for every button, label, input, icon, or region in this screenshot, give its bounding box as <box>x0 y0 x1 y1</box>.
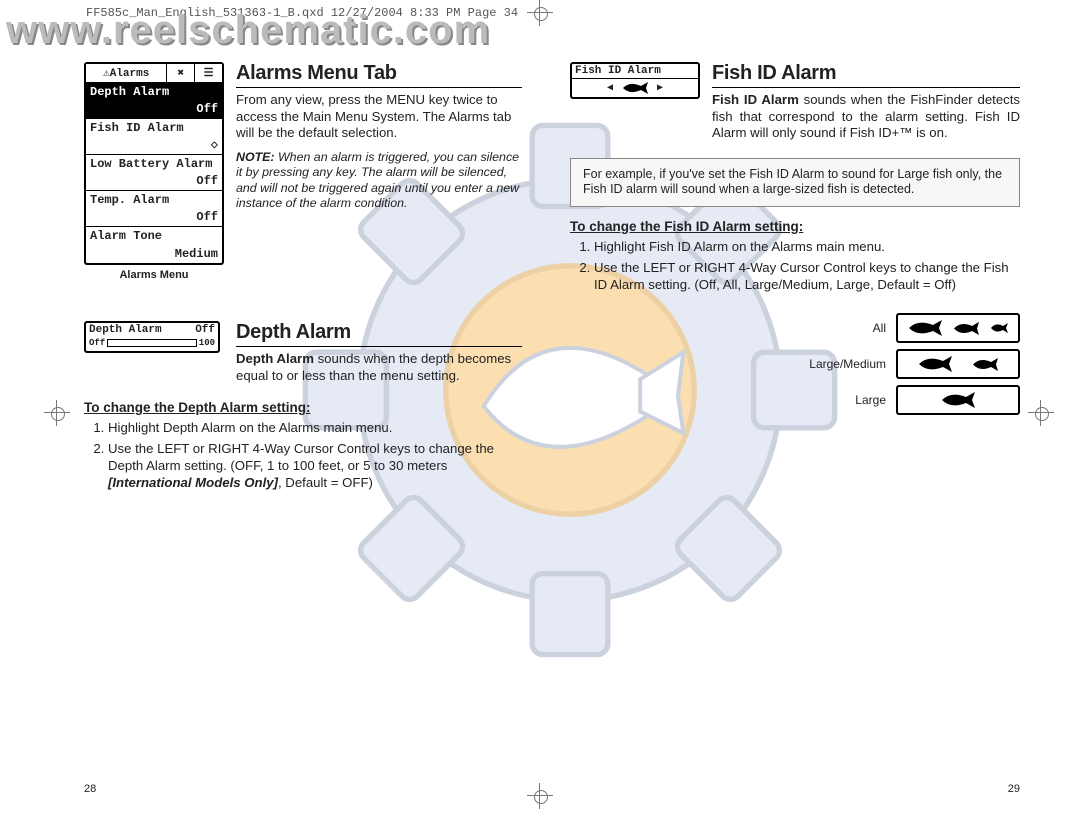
depth-alarm-widget: Depth Alarm Off Off 100 <box>84 321 220 353</box>
depth-widget-right-end: 100 <box>199 338 215 348</box>
note-alarms: NOTE: When an alarm is triggered, you ca… <box>236 150 522 212</box>
fish-medium-icon <box>952 321 980 336</box>
fish-large-icon <box>907 319 943 337</box>
step-1: Highlight Fish ID Alarm on the Alarms ma… <box>594 238 1020 255</box>
lcd-row-fish-id-alarm: Fish ID Alarm ◇ <box>86 119 222 155</box>
example-box: For example, if you've set the Fish ID A… <box>570 158 1020 207</box>
fish-size-table: All Large/Medium Large <box>650 313 1020 415</box>
fish-cell <box>896 349 1020 379</box>
heading-fish-id-alarm: Fish ID Alarm <box>712 62 1020 88</box>
note-prefix: NOTE: <box>236 150 275 164</box>
depth-widget-bar <box>107 339 197 347</box>
fish-id-bold: Fish ID Alarm <box>712 92 799 107</box>
fish-row-label: Large/Medium <box>786 357 886 371</box>
note-body: When an alarm is triggered, you can sile… <box>236 150 519 211</box>
depth-widget-left-end: Off <box>89 338 105 348</box>
body-fish-id-alarm: Fish ID Alarm sounds when the FishFinder… <box>712 92 1020 142</box>
heading-depth-alarm: Depth Alarm <box>236 321 522 347</box>
steps-fish-id: Highlight Fish ID Alarm on the Alarms ma… <box>570 238 1020 293</box>
depth-alarm-figure: Depth Alarm Off Off 100 <box>84 321 224 353</box>
arrow-right-icon: ▶ <box>657 82 663 94</box>
fish-id-widget: Fish ID Alarm ◀ ▶ <box>570 62 700 99</box>
step-2a: Use the LEFT or RIGHT 4-Way Cursor Contr… <box>108 441 494 473</box>
lcd-row-value: Off <box>196 102 218 116</box>
fish-row-large: Large <box>650 385 1020 415</box>
alarms-menu-caption: Alarms Menu <box>84 269 224 281</box>
fish-cell <box>896 385 1020 415</box>
step-2b: , Default = OFF) <box>278 475 373 490</box>
page-right: Fish ID Alarm ◀ ▶ Fish ID Alarm Fish ID … <box>540 0 1080 819</box>
lcd-row-value: Medium <box>175 247 218 261</box>
lcd-row-label: Temp. Alarm <box>90 193 169 207</box>
steps-depth-alarm: Highlight Depth Alarm on the Alarms main… <box>84 419 522 492</box>
lcd-row-value: Off <box>196 210 218 224</box>
subheading-fish-id-setting: To change the Fish ID Alarm setting: <box>570 219 1020 234</box>
lcd-row-value: ◇ <box>211 137 218 152</box>
body-alarms-menu-tab: From any view, press the MENU key twice … <box>236 92 522 142</box>
fish-id-widget-title: Fish ID Alarm <box>572 64 698 79</box>
depth-widget-value: Off <box>195 325 215 336</box>
lcd-row-label: Depth Alarm <box>90 85 169 99</box>
alarms-menu-figure: ⚠Alarms ✖ ☰ Depth Alarm Off Fish ID Alar… <box>84 62 224 281</box>
lcd-row-alarm-tone: Alarm Tone Medium <box>86 227 222 263</box>
fish-id-figure: Fish ID Alarm ◀ ▶ <box>570 62 700 99</box>
lcd-row-value: Off <box>196 174 218 188</box>
step-2: Use the LEFT or RIGHT 4-Way Cursor Contr… <box>594 259 1020 293</box>
fish-row-label: All <box>786 321 886 335</box>
lcd-tab-2: ✖ <box>167 64 195 82</box>
fish-icon <box>621 81 649 95</box>
fish-large-icon <box>917 355 953 373</box>
fish-id-text: Fish ID Alarm Fish ID Alarm sounds when … <box>712 62 1020 146</box>
depth-widget-title: Depth Alarm <box>89 325 162 336</box>
page-number-right: 29 <box>1008 783 1020 795</box>
page-left: ⚠Alarms ✖ ☰ Depth Alarm Off Fish ID Alar… <box>0 0 540 819</box>
lcd-row-label: Low Battery Alarm <box>90 157 212 171</box>
fish-cell <box>896 313 1020 343</box>
lcd-row-label: Alarm Tone <box>90 229 162 243</box>
lcd-row-temp-alarm: Temp. Alarm Off <box>86 191 222 227</box>
arrow-left-icon: ◀ <box>607 82 613 94</box>
lcd-tab-3: ☰ <box>195 64 222 82</box>
heading-alarms-menu-tab: Alarms Menu Tab <box>236 62 522 88</box>
fish-row-large-medium: Large/Medium <box>650 349 1020 379</box>
lcd-row-depth-alarm: Depth Alarm Off <box>86 83 222 119</box>
fish-large-icon <box>940 391 976 409</box>
page-number-left: 28 <box>84 783 96 795</box>
lcd-row-label: Fish ID Alarm <box>90 121 184 135</box>
depth-alarm-text: Depth Alarm Depth Alarm sounds when the … <box>236 321 522 388</box>
alarms-menu-text: Alarms Menu Tab From any view, press the… <box>236 62 522 220</box>
body-depth-alarm: Depth Alarm sounds when the depth become… <box>236 351 522 384</box>
step-2: Use the LEFT or RIGHT 4-Way Cursor Contr… <box>108 440 522 491</box>
fish-medium-icon <box>971 357 999 372</box>
fish-row-label: Large <box>786 393 886 407</box>
step-2-italic: [International Models Only] <box>108 475 278 490</box>
fish-small-icon <box>989 322 1009 334</box>
fish-row-all: All <box>650 313 1020 343</box>
lcd-row-low-battery: Low Battery Alarm Off <box>86 155 222 191</box>
subheading-depth-alarm-setting: To change the Depth Alarm setting: <box>84 400 522 415</box>
alarms-lcd: ⚠Alarms ✖ ☰ Depth Alarm Off Fish ID Alar… <box>84 62 224 265</box>
lcd-tab-alarms: ⚠Alarms <box>86 64 167 82</box>
step-1: Highlight Depth Alarm on the Alarms main… <box>108 419 522 436</box>
depth-alarm-bold: Depth Alarm <box>236 351 314 366</box>
